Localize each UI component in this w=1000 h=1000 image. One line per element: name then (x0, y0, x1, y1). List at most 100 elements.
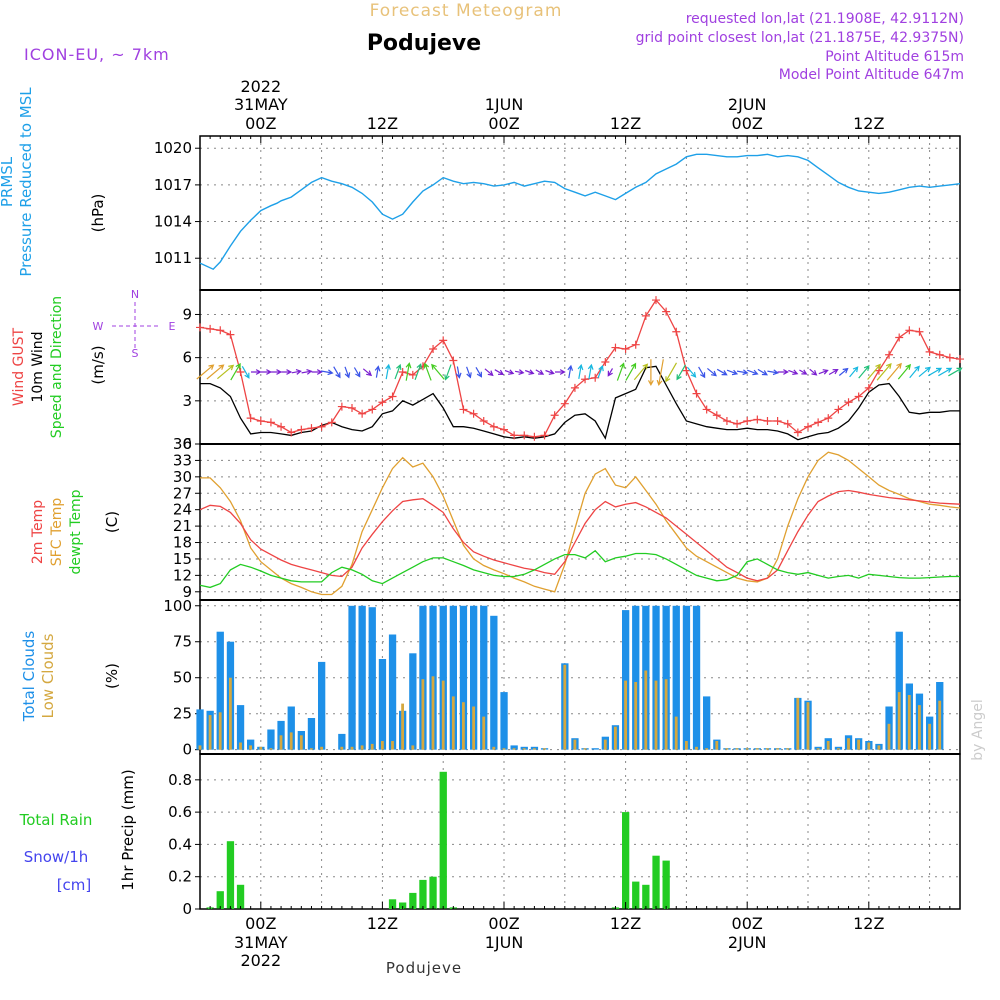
wind-gust-point (611, 343, 620, 352)
wind-gust-point (834, 405, 843, 414)
panel-frame (199, 753, 961, 910)
ytick-label: 3 (182, 392, 192, 410)
wind-gust-point (449, 356, 458, 365)
panel-labels: PRMSLPressure Reduced to MSL (hPa) Wind … (0, 87, 137, 894)
wind-gust-point (844, 398, 853, 407)
low-clouds-bar (533, 748, 536, 750)
wind-direction-arrow (567, 364, 574, 379)
total-clouds-bar (895, 631, 903, 750)
low-clouds-bar (391, 741, 394, 750)
panel-4: 0 0.2 0.4 0.6 0.8 (168, 753, 961, 918)
low-clouds-bar (401, 703, 404, 750)
low-clouds-bar (299, 735, 303, 750)
temp-label: 2m Temp SFC Temp dewpt Temp (30, 489, 84, 574)
wind-gust-point (216, 326, 225, 335)
low-clouds-bar (847, 738, 850, 750)
wind-direction-arrow (828, 368, 839, 376)
low-clouds-bar (705, 748, 708, 750)
model-altitude: Model Point Altitude 647m (779, 67, 964, 83)
wind-gust-point (662, 307, 671, 316)
rain-bar (622, 812, 630, 909)
ytick-label: 30 (173, 468, 192, 486)
ytick-label: 50 (173, 669, 192, 687)
rain-bar (662, 860, 670, 909)
wind-gust-point (733, 419, 742, 428)
bottom-time-label: 12Z (853, 914, 884, 933)
wind-direction-arrow (423, 362, 432, 381)
wind-gust-point (712, 411, 721, 420)
rain-bar (632, 881, 640, 909)
low-clouds-bar (543, 748, 546, 750)
wind-gust-point (581, 375, 590, 384)
top-time-label: 00Z (488, 114, 519, 133)
model-label: ICON-EU, ~ 7km (24, 45, 170, 64)
wind-gust-point (500, 425, 508, 434)
low-clouds-bar (685, 741, 688, 750)
wind-gust-point (945, 353, 954, 362)
wind-direction-arrow (394, 363, 402, 380)
wind-direction-arrow (353, 367, 361, 378)
ytick-label: 75 (173, 633, 192, 651)
rain-bar (216, 891, 224, 909)
wind-direction-arrow (555, 369, 566, 375)
wind-gust-point (672, 327, 681, 336)
wind-gust-point (206, 324, 215, 333)
wind-direction-arrow (251, 369, 262, 375)
low-clouds-bar (259, 746, 263, 750)
low-clouds-bar (928, 723, 931, 750)
total-clouds-bar (368, 607, 376, 750)
ytick-label: 1020 (154, 139, 192, 157)
wind-direction-arrow (909, 365, 920, 379)
wind-gust-point (489, 422, 498, 431)
total-clouds-bar (632, 605, 640, 750)
wind-direction-arrow (876, 362, 892, 381)
low-clouds-bar (695, 746, 698, 750)
wind-gust-point (408, 370, 417, 379)
wind-gust-point (601, 357, 610, 366)
wind-gust-point (743, 416, 752, 425)
wind-gust-point (479, 416, 488, 425)
low-clouds-bar (755, 748, 759, 750)
low-clouds-bar (279, 735, 283, 750)
meteogram-title: Forecast Meteogram (370, 1, 563, 21)
sfc-temp-series-line (200, 451, 961, 596)
wind-gust-point (530, 432, 539, 441)
bottom-date-label: 2JUN (728, 933, 767, 952)
rain-bar (429, 876, 437, 909)
wind-direction-arrow (886, 362, 902, 381)
wind-direction-arrow (414, 363, 422, 381)
low-clouds-bar (766, 748, 769, 750)
wind-gust-point (317, 422, 326, 431)
low-clouds-bar (310, 748, 313, 750)
low-clouds-bar (664, 679, 668, 750)
low-clouds-bar (462, 702, 465, 750)
total-clouds-bar (682, 605, 691, 750)
top-date-label: 1JUN (485, 95, 524, 114)
total-clouds-bar (672, 605, 680, 750)
wind-direction-arrow (444, 364, 452, 381)
wind-gust-point (337, 402, 346, 411)
rain-bar (388, 899, 397, 909)
total-clouds-bar (662, 605, 670, 750)
wind-gust-point (388, 392, 397, 401)
wind-gust-point (256, 416, 265, 425)
wind-direction-arrow (230, 362, 241, 381)
low-clouds-bar (806, 702, 810, 750)
compass-rose: N W E S (93, 288, 176, 360)
wind-direction-arrow (362, 368, 373, 377)
low-clouds-bar (340, 746, 344, 750)
wind-direction-arrow (320, 369, 334, 376)
wind-gust-point (398, 368, 407, 377)
low-clouds-bar (198, 745, 202, 750)
wind-direction-arrow (647, 359, 654, 387)
panel-3: 0 25 50 75 100 (163, 597, 961, 759)
wind-direction-arrow (535, 369, 545, 375)
low-clouds-bar (573, 739, 577, 750)
wind-gust-point (885, 350, 894, 359)
low-clouds-bar (411, 745, 415, 750)
bottom-time-label: 12Z (610, 914, 641, 933)
top-date-label: 2JUN (728, 95, 767, 114)
wind-gust-point (459, 405, 468, 414)
wind-direction-arrow (311, 369, 323, 375)
wind-gust-point (652, 296, 660, 305)
